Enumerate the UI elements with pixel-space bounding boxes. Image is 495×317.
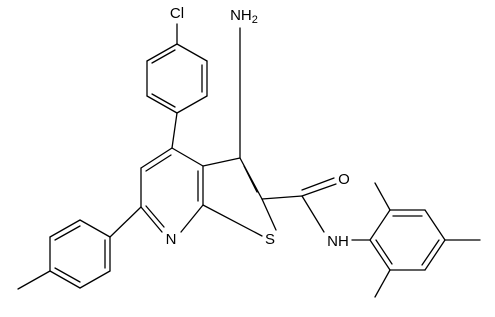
atom-label: NH2 <box>230 7 258 26</box>
atom-label: Cl <box>170 5 184 22</box>
bonds <box>17 23 481 298</box>
atom-label: N <box>166 231 177 248</box>
atom-label: NH <box>327 233 349 250</box>
atom-label: O <box>338 171 350 188</box>
atom-subscript: 2 <box>252 14 258 26</box>
atom-label: S <box>265 231 275 248</box>
atom-label: NH <box>230 7 252 24</box>
